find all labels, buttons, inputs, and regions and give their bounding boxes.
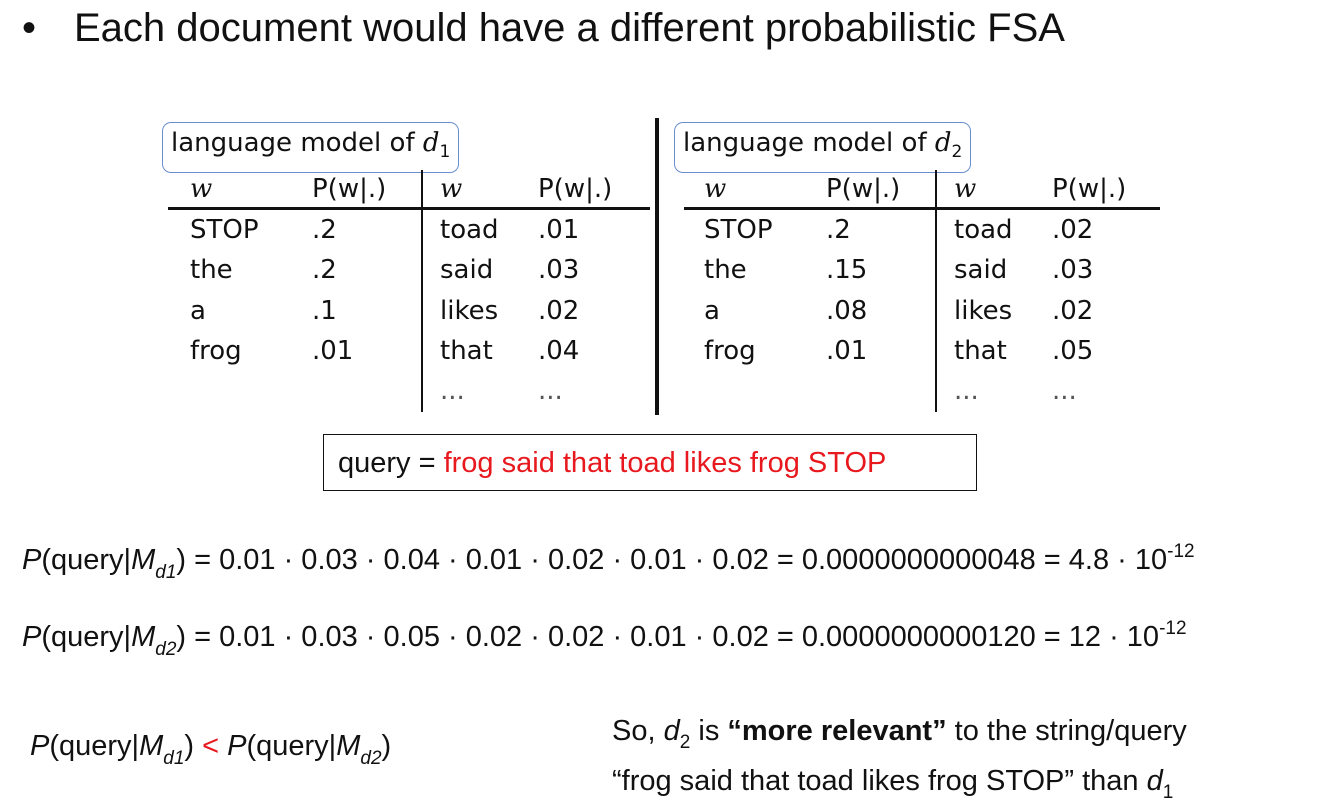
model-1-col-1-w-header: w — [190, 174, 213, 204]
model-2-col-2-p-header: P(w|.) — [1052, 174, 1127, 204]
model-1-col-2-w-header: w — [440, 174, 463, 204]
model-2-word: toad — [954, 215, 1013, 245]
model-2-prob: .2 — [826, 215, 851, 245]
slide-title: Each document would have a different pro… — [74, 6, 1065, 50]
model-2-label-text: language model of — [683, 128, 935, 158]
model-1-prob: .01 — [312, 336, 354, 366]
comparison-formula: P(query|Md1) < P(query|Md2) — [30, 730, 392, 769]
model-1-header-rule — [168, 207, 650, 210]
model-2-prob: .02 — [1052, 296, 1094, 326]
model-2-label: language model of d2 — [674, 122, 972, 173]
model-2-ellipsis: ... — [954, 376, 979, 406]
model-2-prob: .02 — [1052, 215, 1094, 245]
model-1-column-divider — [421, 170, 423, 412]
conclusion-line-1: So, d2 is “more relevant” to the string/… — [612, 715, 1187, 753]
model-2-word: the — [704, 255, 747, 285]
model-1-prob: .1 — [312, 296, 337, 326]
model-1-label-text: language model of — [171, 128, 423, 158]
formula-d1: P(query|Md1) = 0.01 · 0.03 · 0.04 · 0.01… — [22, 541, 1195, 583]
conclusion-line-2: “frog said that toad likes frog STOP” th… — [612, 765, 1174, 803]
model-2-word: frog — [704, 336, 756, 366]
model-2-col-2-w-header: w — [954, 174, 977, 204]
query-label: query = — [338, 447, 444, 479]
model-2-label-var: d — [934, 128, 952, 158]
less-than-operator: < — [202, 730, 220, 762]
model-1-col-2-p-header: P(w|.) — [538, 174, 613, 204]
model-2-prob: .15 — [826, 255, 868, 285]
model-1-label-sub: 1 — [439, 142, 451, 162]
model-2-prob: .08 — [826, 296, 868, 326]
model-2-word: STOP — [704, 215, 773, 245]
model-2-word: said — [954, 255, 1008, 285]
query-text: frog said that toad likes frog STOP — [443, 447, 887, 479]
model-2-prob: .03 — [1052, 255, 1094, 285]
model-1-prob: .02 — [538, 296, 580, 326]
model-2-col-1-w-header: w — [704, 174, 727, 204]
query-box: query = frog said that toad likes frog S… — [323, 434, 977, 491]
model-2-header-rule — [684, 207, 1160, 210]
model-1-word: a — [190, 296, 206, 326]
model-1-label-var: d — [422, 128, 440, 158]
model-1-word: the — [190, 255, 233, 285]
model-2-col-1-p-header: P(w|.) — [826, 174, 901, 204]
model-1-word: that — [440, 336, 493, 366]
model-1-word: STOP — [190, 215, 259, 245]
model-2-word: likes — [954, 296, 1013, 326]
model-1-prob: .01 — [538, 215, 580, 245]
model-1-ellipsis: ... — [440, 376, 465, 406]
model-1-word: likes — [440, 296, 499, 326]
model-2-word: a — [704, 296, 720, 326]
formula-d2: P(query|Md2) = 0.01 · 0.03 · 0.05 · 0.02… — [22, 618, 1187, 660]
model-1-prob: .03 — [538, 255, 580, 285]
model-2-prob: .05 — [1052, 336, 1094, 366]
model-2-word: that — [954, 336, 1007, 366]
model-2-ellipsis: ... — [1052, 376, 1077, 406]
model-1-word: toad — [440, 215, 499, 245]
model-1-prob: .2 — [312, 215, 337, 245]
model-1-word: frog — [190, 336, 242, 366]
model-1-word: said — [440, 255, 494, 285]
conclusion-text: So, d2 is “more relevant” to the string/… — [612, 712, 1187, 812]
model-2-label-sub: 2 — [951, 142, 963, 162]
model-1-col-1-p-header: P(w|.) — [312, 174, 387, 204]
model-1-prob: .04 — [538, 336, 580, 366]
model-1-prob: .2 — [312, 255, 337, 285]
model-1-label: language model of d1 — [162, 122, 460, 173]
model-2-column-divider — [935, 170, 937, 412]
model-1-ellipsis: ... — [538, 376, 563, 406]
model-separator — [655, 118, 659, 415]
model-2-prob: .01 — [826, 336, 868, 366]
bullet-point: • — [22, 6, 37, 50]
